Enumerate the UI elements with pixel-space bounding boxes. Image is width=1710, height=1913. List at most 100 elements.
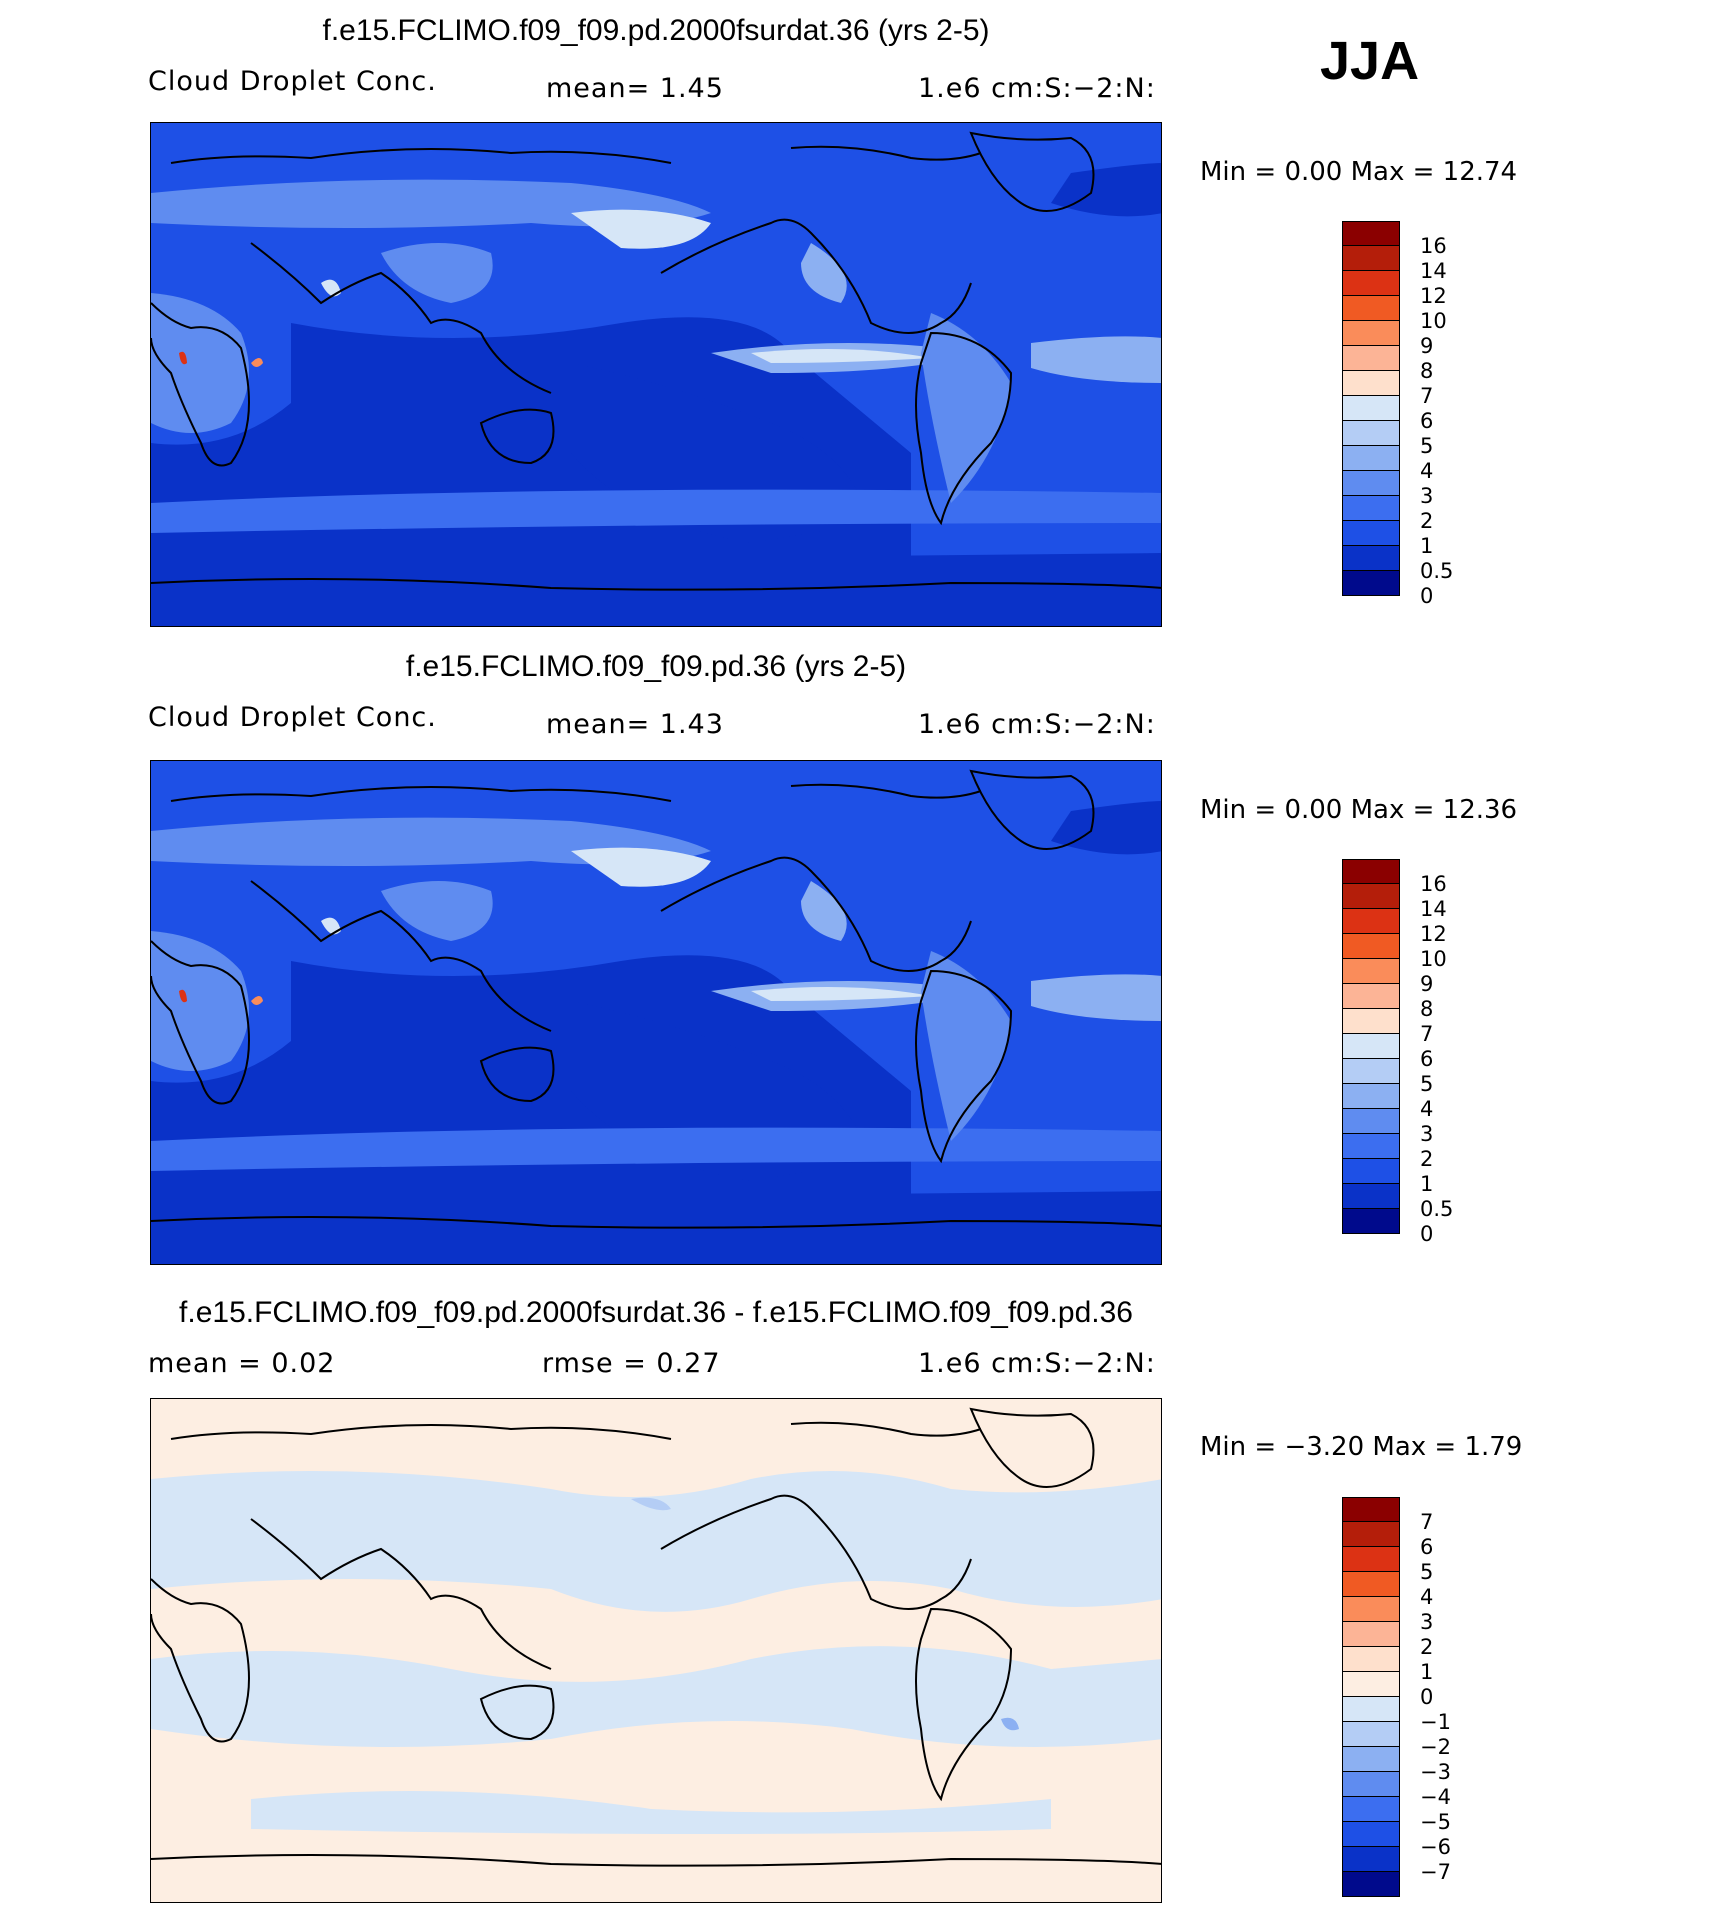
colorbar-tick-label: 12 [1420, 284, 1447, 308]
panel3-units: 1.e6 cm:S:−2:N: [918, 1348, 1156, 1379]
colorbar-cell [1342, 546, 1400, 571]
colorbar-cell [1342, 1647, 1400, 1672]
panel1-colorbar [1342, 221, 1400, 596]
colorbar-tick-label: 6 [1420, 1535, 1434, 1559]
colorbar-cell [1342, 1522, 1400, 1547]
colorbar-tick-label: −7 [1420, 1860, 1451, 1884]
colorbar-cell [1342, 1772, 1400, 1797]
panel3-colorbar [1342, 1497, 1400, 1897]
colorbar-tick-label: 0 [1420, 584, 1434, 608]
colorbar-tick-label: 4 [1420, 459, 1434, 483]
colorbar-cell [1342, 1797, 1400, 1822]
colorbar-cell [1342, 221, 1400, 246]
panel2-colorbar [1342, 859, 1400, 1234]
colorbar-cell [1342, 1109, 1400, 1134]
colorbar-tick-label: 9 [1420, 972, 1434, 996]
panel2-minmax: Min = 0.00 Max = 12.36 [1200, 795, 1518, 825]
colorbar-cell [1342, 1184, 1400, 1209]
colorbar-cell [1342, 984, 1400, 1009]
colorbar-tick-label: −4 [1420, 1785, 1451, 1809]
colorbar-cell [1342, 1722, 1400, 1747]
colorbar-tick-label: 12 [1420, 922, 1447, 946]
panel1-minmax: Min = 0.00 Max = 12.74 [1200, 157, 1518, 187]
panel1-map [150, 122, 1162, 627]
colorbar-tick-label: −2 [1420, 1735, 1451, 1759]
panel2-variable: Cloud Droplet Conc. [148, 702, 437, 733]
colorbar-tick-label: 4 [1420, 1585, 1434, 1609]
panel1-mean: mean= 1.45 [546, 73, 724, 104]
colorbar-tick-label: 0.5 [1420, 559, 1454, 583]
colorbar-tick-label: 0 [1420, 1685, 1434, 1709]
panel3-rmse: rmse = 0.27 [542, 1348, 721, 1379]
panel3-mean: mean = 0.02 [148, 1348, 336, 1379]
colorbar-cell [1342, 371, 1400, 396]
colorbar-cell [1342, 959, 1400, 984]
colorbar-cell [1342, 1034, 1400, 1059]
colorbar-cell [1342, 1697, 1400, 1722]
colorbar-cell [1342, 1159, 1400, 1184]
colorbar-tick-label: −3 [1420, 1760, 1451, 1784]
panel3-title: f.e15.FCLIMO.f09_f09.pd.2000fsurdat.36 -… [179, 1296, 1133, 1329]
season-label: JJA [1320, 31, 1420, 91]
colorbar-cell [1342, 1622, 1400, 1647]
colorbar-tick-label: −6 [1420, 1835, 1451, 1859]
colorbar-cell [1342, 246, 1400, 271]
colorbar-cell [1342, 1209, 1400, 1234]
colorbar-tick-label: −1 [1420, 1710, 1451, 1734]
panel3-map [150, 1398, 1162, 1903]
colorbar-tick-label: 5 [1420, 434, 1434, 458]
colorbar-cell [1342, 1547, 1400, 1572]
colorbar-tick-label: 3 [1420, 1122, 1434, 1146]
colorbar-cell [1342, 884, 1400, 909]
colorbar-cell [1342, 1084, 1400, 1109]
colorbar-tick-label: −5 [1420, 1810, 1451, 1834]
colorbar-tick-label: 14 [1420, 897, 1447, 921]
colorbar-frame [1342, 859, 1400, 1234]
colorbar-tick-label: 16 [1420, 872, 1447, 896]
colorbar-tick-label: 6 [1420, 1047, 1434, 1071]
colorbar-tick-label: 8 [1420, 359, 1434, 383]
colorbar-frame [1342, 221, 1400, 596]
colorbar-tick-label: 7 [1420, 384, 1434, 408]
colorbar-cell [1342, 321, 1400, 346]
colorbar-cell [1342, 521, 1400, 546]
panel2-map-field [151, 761, 1161, 1264]
colorbar-cell [1342, 271, 1400, 296]
panel1-title: f.e15.FCLIMO.f09_f09.pd.2000fsurdat.36 (… [322, 14, 990, 47]
colorbar-cell [1342, 571, 1400, 596]
colorbar-cell [1342, 1134, 1400, 1159]
colorbar-cell [1342, 1672, 1400, 1697]
colorbar-tick-label: 1 [1420, 534, 1434, 558]
colorbar-frame [1342, 1497, 1400, 1897]
colorbar-cell [1342, 346, 1400, 371]
panel1-map-field [151, 123, 1161, 626]
colorbar-tick-label: 3 [1420, 484, 1434, 508]
colorbar-cell [1342, 1747, 1400, 1772]
colorbar-tick-label: 7 [1420, 1510, 1434, 1534]
colorbar-tick-label: 14 [1420, 259, 1447, 283]
colorbar-tick-label: 8 [1420, 997, 1434, 1021]
colorbar-tick-label: 16 [1420, 234, 1447, 258]
colorbar-tick-label: 9 [1420, 334, 1434, 358]
colorbar-tick-label: 10 [1420, 309, 1447, 333]
panel2-map [150, 760, 1162, 1265]
colorbar-cell [1342, 1059, 1400, 1084]
colorbar-cell [1342, 396, 1400, 421]
colorbar-tick-label: 5 [1420, 1072, 1434, 1096]
colorbar-tick-label: 2 [1420, 509, 1434, 533]
colorbar-tick-label: 5 [1420, 1560, 1434, 1584]
colorbar-cell [1342, 421, 1400, 446]
colorbar-tick-label: 1 [1420, 1172, 1434, 1196]
colorbar-cell [1342, 1497, 1400, 1522]
colorbar-cell [1342, 1847, 1400, 1872]
colorbar-cell [1342, 909, 1400, 934]
colorbar-cell [1342, 471, 1400, 496]
panel2-mean: mean= 1.43 [546, 709, 724, 740]
panel2-units: 1.e6 cm:S:−2:N: [918, 709, 1156, 740]
colorbar-cell [1342, 296, 1400, 321]
colorbar-tick-label: 7 [1420, 1022, 1434, 1046]
panel2-title: f.e15.FCLIMO.f09_f09.pd.36 (yrs 2-5) [405, 650, 907, 683]
panel1-variable: Cloud Droplet Conc. [148, 66, 437, 97]
colorbar-tick-label: 2 [1420, 1635, 1434, 1659]
colorbar-tick-label: 1 [1420, 1660, 1434, 1684]
